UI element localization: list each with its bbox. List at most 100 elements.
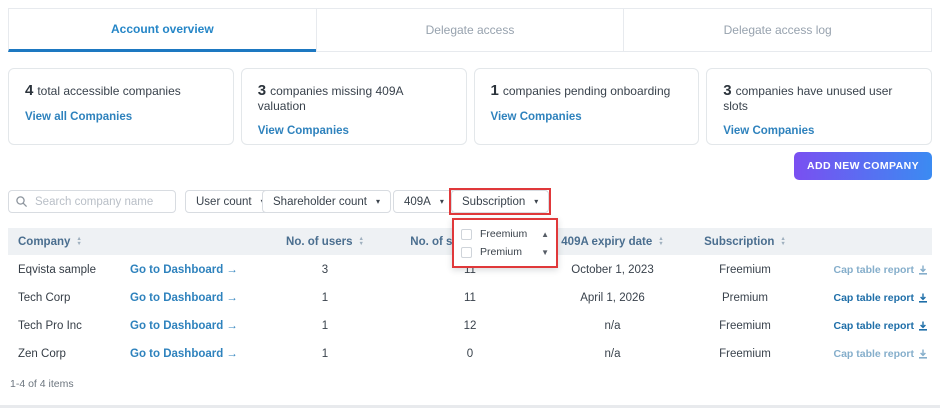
- column-label: No. of users: [286, 235, 353, 248]
- tab-delegate-access[interactable]: Delegate access: [315, 8, 625, 52]
- card-text: 3 companies have unused user slots: [723, 82, 915, 113]
- card-text: 3 companies missing 409A valuation: [258, 82, 450, 113]
- sort-icon[interactable]: ▲▼: [358, 236, 364, 247]
- card-count: 1: [490, 82, 499, 99]
- cap-table-report-link[interactable]: Cap table report: [833, 292, 928, 304]
- card-caption: companies have unused user slots: [723, 84, 893, 113]
- cap-table-report-link[interactable]: Cap table report: [833, 348, 928, 360]
- pagination-summary: 1-4 of 4 items: [10, 378, 74, 390]
- link-label: Go to Dashboard: [130, 320, 224, 332]
- company-name: Zen Corp: [18, 348, 66, 360]
- menu-item-label: Premium: [480, 246, 523, 258]
- card-unused-user-slots: 3 companies have unused user slots View C…: [706, 68, 932, 145]
- shareholders-count: 11: [464, 264, 476, 276]
- card-caption: companies missing 409A valuation: [257, 84, 403, 113]
- arrow-right-icon: →: [226, 320, 238, 332]
- sort-descending-icon[interactable]: ▼: [541, 247, 549, 257]
- column-header-company[interactable]: Company ▲ ▼: [8, 236, 130, 248]
- table-body: Eqvista sample Go to Dashboard → 3 11 Oct…: [8, 256, 932, 368]
- table-row: Tech Pro Inc Go to Dashboard → 1 12 n/a F…: [8, 312, 932, 340]
- users-count: 1: [321, 348, 329, 360]
- users-count: 3: [321, 264, 329, 276]
- go-to-dashboard-link[interactable]: Go to Dashboard →: [130, 292, 250, 304]
- menu-item-premium[interactable]: Premium ▼: [461, 243, 549, 261]
- link-label: Cap table report: [833, 348, 914, 360]
- subscription-filter-annotation: Subscription ▾: [449, 188, 552, 215]
- chevron-down-icon: ▾: [439, 197, 444, 206]
- users-count: 1: [321, 292, 329, 304]
- search-input[interactable]: [8, 190, 176, 213]
- arrow-right-icon: →: [226, 264, 238, 276]
- freemium-checkbox[interactable]: [461, 228, 472, 240]
- search-box: [8, 190, 176, 213]
- arrow-right-icon: →: [226, 348, 238, 360]
- view-companies-link[interactable]: View Companies: [490, 111, 582, 123]
- sort-ascending-icon[interactable]: ▲: [541, 229, 549, 239]
- card-caption: total accessible companies: [37, 84, 181, 98]
- card-total-companies: 4 total accessible companies View all Com…: [8, 68, 234, 145]
- card-count: 4: [25, 82, 34, 99]
- go-to-dashboard-link[interactable]: Go to Dashboard →: [130, 264, 250, 276]
- column-header-users[interactable]: No. of users ▲ ▼: [250, 236, 400, 248]
- expiry-date: April 1, 2026: [580, 292, 645, 304]
- bottom-divider: [0, 405, 940, 408]
- link-label: Go to Dashboard: [130, 348, 224, 360]
- table-row: Zen Corp Go to Dashboard → 1 0 n/a Freemi…: [8, 340, 932, 368]
- card-count: 3: [257, 82, 267, 99]
- tab-delegate-access-log[interactable]: Delegate access log: [623, 8, 933, 52]
- column-header-expiry[interactable]: 409A expiry date ▲ ▼: [540, 236, 685, 248]
- tab-account-overview[interactable]: Account overview: [8, 8, 317, 52]
- cap-table-report-link[interactable]: Cap table report: [833, 264, 928, 276]
- link-label: Cap table report: [833, 264, 914, 276]
- link-label: Go to Dashboard: [130, 264, 224, 276]
- subscription-dropdown-menu: Freemium ▲ Premium ▼: [452, 218, 558, 268]
- summary-cards: 4 total accessible companies View all Com…: [8, 68, 932, 145]
- company-name: Tech Pro Inc: [18, 320, 82, 332]
- table-row: Eqvista sample Go to Dashboard → 3 11 Oct…: [8, 256, 932, 284]
- sort-icon[interactable]: ▲▼: [780, 236, 786, 247]
- filter-label: Subscription: [462, 195, 526, 208]
- subscription-type: Freemium: [719, 320, 771, 332]
- user-count-filter[interactable]: User count ▾: [185, 190, 276, 213]
- 409a-filter[interactable]: 409A ▾: [393, 190, 455, 213]
- go-to-dashboard-link[interactable]: Go to Dashboard →: [130, 348, 250, 360]
- download-icon: [919, 293, 927, 303]
- premium-checkbox[interactable]: [461, 246, 472, 258]
- chevron-down-icon: ▾: [534, 197, 539, 206]
- add-new-company-button[interactable]: ADD NEW COMPANY: [794, 152, 932, 180]
- column-label: Subscription: [704, 235, 775, 248]
- link-label: Cap table report: [833, 320, 914, 332]
- column-label: 409A expiry date: [561, 235, 653, 248]
- card-text: 4 total accessible companies: [25, 82, 217, 99]
- column-header-subscription[interactable]: Subscription ▲ ▼: [685, 236, 805, 248]
- subscription-type: Premium: [721, 292, 768, 304]
- shareholders-count: 12: [463, 320, 477, 332]
- view-all-companies-link[interactable]: View all Companies: [25, 111, 133, 123]
- download-icon: [919, 349, 927, 359]
- card-caption: companies pending onboarding: [502, 84, 671, 98]
- filter-label: 409A: [404, 195, 431, 208]
- view-companies-link[interactable]: View Companies: [723, 125, 815, 137]
- sort-icon[interactable]: ▲▼: [76, 236, 82, 247]
- shareholder-count-filter[interactable]: Shareholder count ▾: [262, 190, 391, 213]
- company-name: Tech Corp: [18, 292, 71, 304]
- card-count: 3: [723, 82, 732, 99]
- subscription-filter[interactable]: Subscription ▾: [451, 190, 550, 213]
- card-missing-409a: 3 companies missing 409A valuation View C…: [240, 68, 467, 145]
- download-icon: [919, 321, 927, 331]
- subscription-type: Freemium: [719, 264, 771, 276]
- tab-bar: Account overview Delegate access Delegat…: [8, 8, 933, 52]
- expiry-date: n/a: [604, 348, 621, 360]
- menu-item-freemium[interactable]: Freemium ▲: [461, 225, 549, 243]
- cap-table-report-link[interactable]: Cap table report: [833, 320, 928, 332]
- sort-icon[interactable]: ▲▼: [658, 236, 664, 247]
- card-pending-onboarding: 1 companies pending onboarding View Compa…: [473, 68, 700, 145]
- shareholders-count: 11: [464, 292, 476, 304]
- card-text: 1 companies pending onboarding: [491, 82, 683, 99]
- filter-label: User count: [196, 195, 252, 208]
- menu-item-label: Freemium: [480, 228, 528, 240]
- view-companies-link[interactable]: View Companies: [257, 125, 349, 137]
- filter-label: Shareholder count: [273, 195, 367, 208]
- go-to-dashboard-link[interactable]: Go to Dashboard →: [130, 320, 250, 332]
